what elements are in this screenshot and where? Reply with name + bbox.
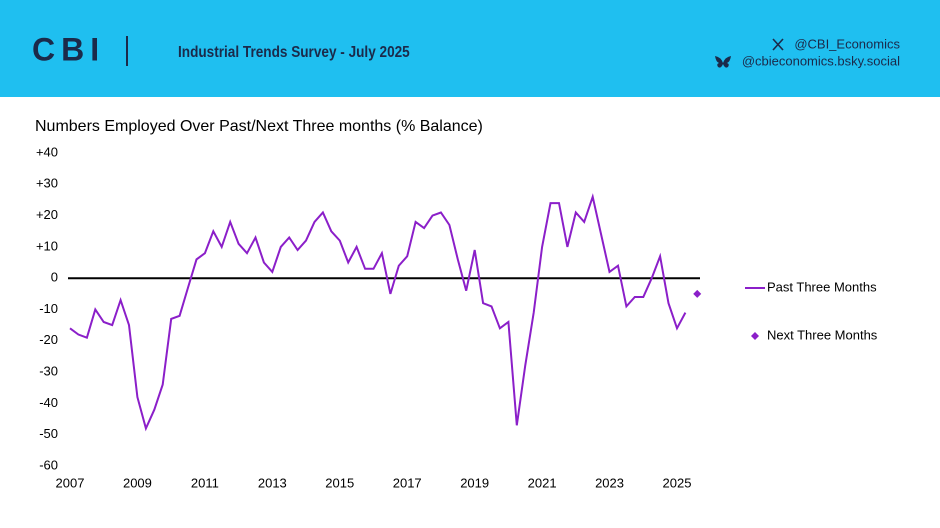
y-tick-label: -60 [39, 457, 58, 472]
y-tick-label: +10 [36, 238, 58, 253]
y-tick-label: -40 [39, 395, 58, 410]
x-handle: @CBI_Economics [794, 36, 900, 51]
x-tick-label: 2009 [123, 475, 152, 490]
diamond-marker [693, 289, 702, 298]
x-tick-label: 2015 [325, 475, 354, 490]
y-tick-label: +30 [36, 176, 58, 191]
x-tick-label: 2007 [56, 475, 85, 490]
bsky-handle: @cbieconomics.bsky.social [742, 53, 900, 68]
header-title: Industrial Trends Survey - July 2025 [178, 44, 410, 61]
y-tick-label: 0 [51, 270, 58, 285]
y-tick-label: -10 [39, 301, 58, 316]
x-tick-label: 2023 [595, 475, 624, 490]
chart-title: Numbers Employed Over Past/Next Three mo… [35, 118, 483, 135]
x-icon [772, 38, 784, 51]
y-tick-label: +20 [36, 207, 58, 222]
x-tick-label: 2017 [393, 475, 422, 490]
legend-swatch [751, 332, 759, 340]
logo: CBI [32, 31, 105, 67]
x-tick-label: 2025 [663, 475, 692, 490]
line-series [69, 193, 687, 432]
y-tick-label: -20 [39, 332, 58, 347]
header-band [0, 0, 940, 97]
legend-label: Next Three Months [767, 327, 878, 342]
legend-label: Past Three Months [767, 279, 877, 294]
y-tick-label: -50 [39, 426, 58, 441]
x-tick-label: 2019 [460, 475, 489, 490]
x-tick-label: 2011 [191, 475, 219, 490]
x-tick-label: 2013 [258, 475, 287, 490]
x-tick-label: 2021 [528, 475, 557, 490]
bsky-icon [715, 56, 731, 68]
y-tick-label: +40 [36, 144, 58, 159]
y-tick-label: -30 [39, 364, 58, 379]
